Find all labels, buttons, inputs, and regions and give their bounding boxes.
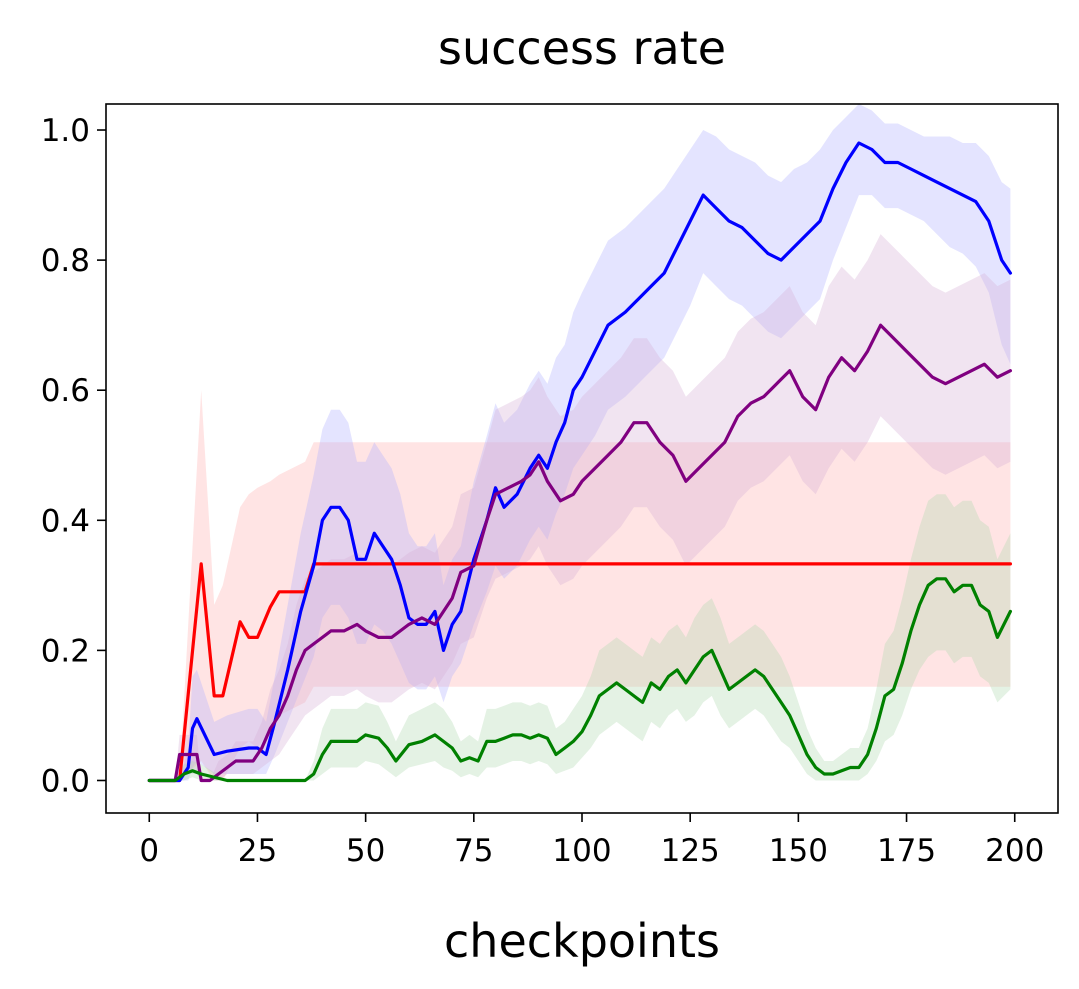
y-tick-label: 0.6: [41, 373, 90, 409]
y-tick-label: 0.0: [41, 763, 90, 799]
confidence-bands: [149, 104, 1011, 781]
line-series-3: [147, 323, 1013, 783]
chart-title: success rate: [438, 21, 726, 75]
band-series-1: [149, 390, 1011, 781]
line-series-1: [147, 562, 1013, 783]
x-tick-label: 150: [769, 833, 828, 869]
line-series-4: [147, 577, 1013, 783]
band-series-2: [149, 104, 1011, 781]
y-tick-label: 1.0: [41, 113, 90, 149]
x-axis-label: checkpoints: [444, 914, 720, 968]
y-tick-label: 0.8: [41, 243, 90, 279]
line-series-2: [147, 141, 1013, 783]
x-tick-label: 100: [552, 833, 611, 869]
y-tick-label: 0.4: [41, 503, 90, 539]
x-tick-label: 50: [346, 833, 385, 869]
x-tick-label: 200: [985, 833, 1044, 869]
y-axis-ticks: 0.0 0.2 0.4 0.6 0.8 1.0: [41, 113, 106, 799]
x-tick-label: 0: [139, 833, 159, 869]
x-tick-label: 25: [238, 833, 277, 869]
x-tick-label: 125: [661, 833, 720, 869]
x-axis-ticks: 0 25 50 75 100 125 150 175 200: [139, 813, 1044, 869]
series-lines: [147, 141, 1013, 783]
y-tick-label: 0.2: [41, 633, 90, 669]
x-tick-label: 75: [454, 833, 493, 869]
band-series-3: [149, 234, 1011, 781]
x-tick-label: 175: [877, 833, 936, 869]
band-series-4: [149, 494, 1011, 781]
